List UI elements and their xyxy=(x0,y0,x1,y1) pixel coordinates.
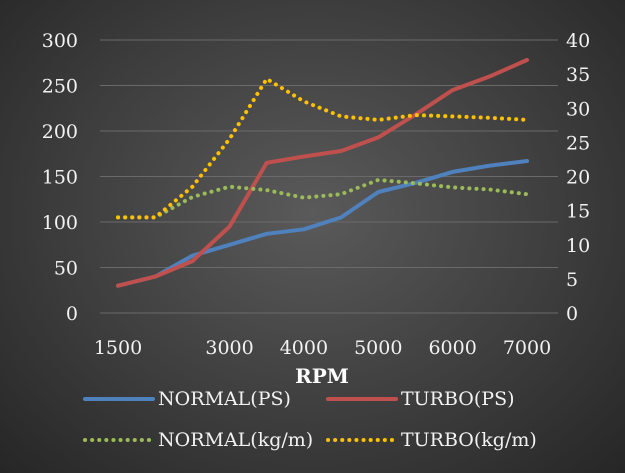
y-right-tick-label: 35 xyxy=(566,64,590,86)
x-tick-label: 6000 xyxy=(428,337,476,359)
series-layer xyxy=(116,58,529,288)
x-tick-label: 4000 xyxy=(280,337,328,359)
series-line-3 xyxy=(116,76,529,220)
y-left-tick-label: 0 xyxy=(66,303,78,325)
legend-label-0: NORMAL(PS) xyxy=(158,388,291,410)
series-line-2 xyxy=(116,177,529,220)
x-tick-label: 5000 xyxy=(354,337,402,359)
y-left-tick-label: 150 xyxy=(42,167,78,189)
legend-label-2: NORMAL(kg/m) xyxy=(158,429,313,451)
y-left-tick-label: 100 xyxy=(42,212,78,234)
series-line-1 xyxy=(116,58,529,288)
y-left-tick-label: 50 xyxy=(54,258,78,280)
legend-label-3: TURBO(kg/m) xyxy=(401,429,537,451)
x-tick-label: 7000 xyxy=(503,337,551,359)
y-right-tick-label: 15 xyxy=(566,201,590,223)
y-right-tick-label: 5 xyxy=(566,269,578,291)
y-right-tick-label: 10 xyxy=(566,235,590,257)
y-right-tick-label: 40 xyxy=(566,30,590,52)
y-left-tick-label: 200 xyxy=(42,121,78,143)
y-left-tick-label: 300 xyxy=(42,30,78,52)
x-tick-label: 1500 xyxy=(94,337,142,359)
y-right-tick-label: 0 xyxy=(566,303,578,325)
y-left-tick-label: 250 xyxy=(42,76,78,98)
legend: NORMAL(PS) TURBO(PS) NORMAL(kg/m) TURBO(kg/… xyxy=(83,388,537,451)
x-axis-title: RPM xyxy=(295,364,349,388)
y-right-tick-label: 30 xyxy=(566,98,590,120)
y-right-tick-label: 25 xyxy=(566,132,590,154)
x-tick-label: 3000 xyxy=(205,337,253,359)
y-right-tick-label: 20 xyxy=(566,167,590,189)
legend-label-1: TURBO(PS) xyxy=(401,388,515,410)
series-line-0 xyxy=(116,159,529,288)
